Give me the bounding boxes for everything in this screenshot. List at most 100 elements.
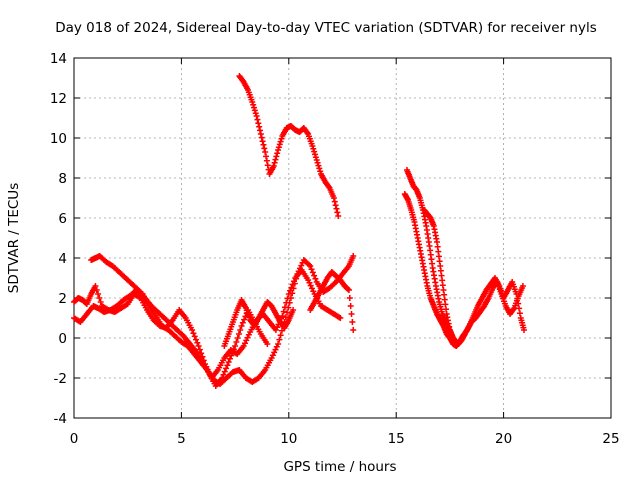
x-tick-label: 10 xyxy=(280,431,297,447)
data-point xyxy=(345,286,352,293)
y-tick-label: 14 xyxy=(50,51,67,67)
data-point xyxy=(249,99,256,105)
data-point xyxy=(224,362,231,369)
data-point xyxy=(307,263,314,269)
data-point xyxy=(282,314,289,321)
x-axis-label: GPS time / hours xyxy=(283,459,396,475)
plot-frame xyxy=(73,57,612,419)
data-point xyxy=(333,205,340,212)
data-point xyxy=(335,213,342,219)
data-point xyxy=(93,287,100,293)
data-point xyxy=(309,269,316,276)
y-tick-label: 2 xyxy=(58,291,67,307)
data-point xyxy=(275,144,282,151)
data-point xyxy=(288,284,295,291)
data-point xyxy=(309,143,316,149)
data-point xyxy=(264,341,271,347)
data-point xyxy=(258,134,265,141)
data-point xyxy=(195,343,202,349)
data-point xyxy=(95,291,102,297)
data-point xyxy=(311,272,318,279)
data-point xyxy=(198,350,205,357)
data-point xyxy=(228,352,235,359)
data-point xyxy=(194,339,201,346)
y-tick-label: 6 xyxy=(58,211,67,227)
x-tick-label: 20 xyxy=(495,431,512,447)
y-tick-label: 10 xyxy=(50,131,67,147)
data-point xyxy=(189,327,196,333)
data-point xyxy=(260,141,267,148)
y-axis-label: SDTVAR / TECUs xyxy=(6,183,22,293)
data-point xyxy=(346,295,353,301)
data-point xyxy=(290,278,297,285)
data-point xyxy=(279,313,286,319)
data-point xyxy=(196,346,203,353)
y-tick-label: 0 xyxy=(58,331,67,347)
data-point xyxy=(285,291,292,297)
data-point xyxy=(350,253,357,259)
series-track-e xyxy=(401,191,526,349)
series-track-i xyxy=(221,297,297,349)
data-point xyxy=(332,202,339,209)
axis-ticks: 0 5 10 15 20 25 -4 -2 0 2 4 6 8 10 12 14 xyxy=(50,51,620,447)
y-tick-label: -4 xyxy=(54,411,67,427)
chart-title: Day 018 of 2024, Sidereal Day-to-day VTE… xyxy=(55,20,597,36)
series-track-b xyxy=(88,253,271,389)
data-point xyxy=(513,291,520,297)
data-point xyxy=(251,107,258,114)
data-point xyxy=(235,331,242,337)
series-track-h xyxy=(307,269,357,333)
series-track-g xyxy=(421,207,460,345)
data-point xyxy=(275,341,282,347)
data-point xyxy=(96,295,103,301)
data-point xyxy=(277,332,284,339)
data-point xyxy=(257,127,264,134)
y-tick-label: 4 xyxy=(58,251,67,267)
data-point xyxy=(271,159,278,166)
x-tick-label: 0 xyxy=(70,431,79,447)
data-point xyxy=(278,135,285,142)
data-point xyxy=(274,150,281,157)
data-point xyxy=(330,195,337,201)
data-point xyxy=(97,299,104,305)
data-point xyxy=(334,209,341,216)
data-point xyxy=(349,319,356,325)
data-point xyxy=(521,327,528,333)
y-tick-label: 8 xyxy=(58,171,67,187)
series-track-d xyxy=(236,73,342,219)
data-point xyxy=(304,129,311,136)
data-point xyxy=(259,138,266,145)
data-series xyxy=(71,73,528,389)
data-point xyxy=(219,375,226,381)
series-track-a xyxy=(71,253,357,387)
x-tick-label: 15 xyxy=(388,431,405,447)
data-point xyxy=(253,113,260,119)
data-point xyxy=(261,145,268,152)
data-point xyxy=(284,295,291,302)
data-point xyxy=(273,153,280,160)
data-point xyxy=(276,336,283,343)
data-point xyxy=(314,159,321,166)
data-point xyxy=(257,131,264,137)
data-point xyxy=(226,355,233,362)
data-point xyxy=(519,283,526,289)
data-point xyxy=(264,162,271,169)
data-point xyxy=(514,295,521,302)
data-point xyxy=(252,110,259,117)
data-point xyxy=(280,308,287,315)
data-point xyxy=(310,145,317,152)
grid-lines xyxy=(74,58,611,418)
data-point xyxy=(316,165,323,172)
data-point xyxy=(515,300,522,307)
y-tick-label: -2 xyxy=(54,371,67,387)
data-point xyxy=(241,316,248,323)
data-point xyxy=(242,313,249,320)
data-point xyxy=(312,275,319,282)
x-tick-label: 25 xyxy=(602,431,619,447)
data-point xyxy=(284,309,291,316)
data-point xyxy=(270,163,277,169)
data-point xyxy=(277,138,284,145)
data-point xyxy=(251,104,258,111)
data-point xyxy=(199,353,206,360)
